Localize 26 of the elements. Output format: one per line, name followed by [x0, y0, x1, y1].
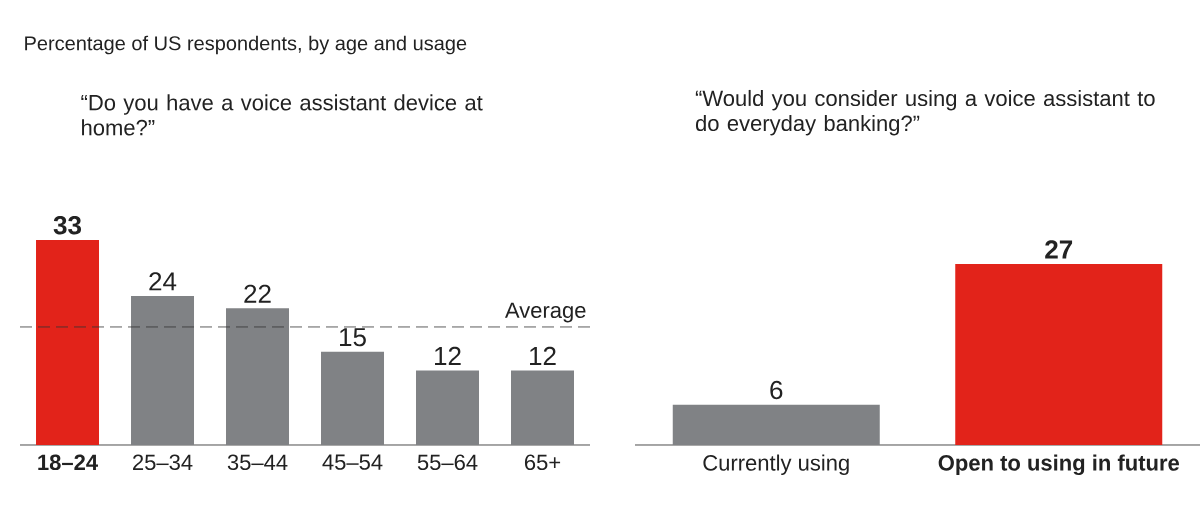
x-tick-label: 25–34: [133, 454, 193, 471]
x-tick-label: Currently using: [703, 454, 849, 476]
bar: [511, 370, 575, 445]
bar: [36, 239, 100, 445]
data-label: 12: [435, 346, 461, 365]
ref-line-label: Average: [504, 302, 586, 323]
bar: [226, 308, 290, 445]
chart-title: Percentage of US respondents, by age and usage: [25, 35, 467, 55]
bar: [131, 295, 195, 445]
x-tick-label: 65+: [524, 454, 561, 471]
chart-subtitle: “Do you have a voice assistant device at home?”: [81, 94, 483, 136]
data-label: 27: [1045, 240, 1073, 259]
data-label: 12: [530, 346, 556, 365]
bar: [321, 351, 385, 445]
data-label: 15: [340, 328, 366, 347]
chart-subtitle: “Would you consider using a voice assistant to do everyday banking?”: [695, 89, 1155, 136]
x-tick-label: 18–24: [38, 454, 98, 471]
x-tick-label: 35–44: [227, 454, 288, 471]
x-tick-label: 45–54: [322, 454, 383, 470]
data-label: 33: [53, 216, 82, 235]
data-label: 6: [770, 380, 783, 400]
bar: [416, 370, 480, 445]
x-tick-label: 55–64: [417, 454, 478, 471]
data-label: 24: [149, 272, 177, 291]
data-label: 22: [244, 284, 271, 303]
x-tick-label: Open to using in future: [938, 454, 1180, 476]
